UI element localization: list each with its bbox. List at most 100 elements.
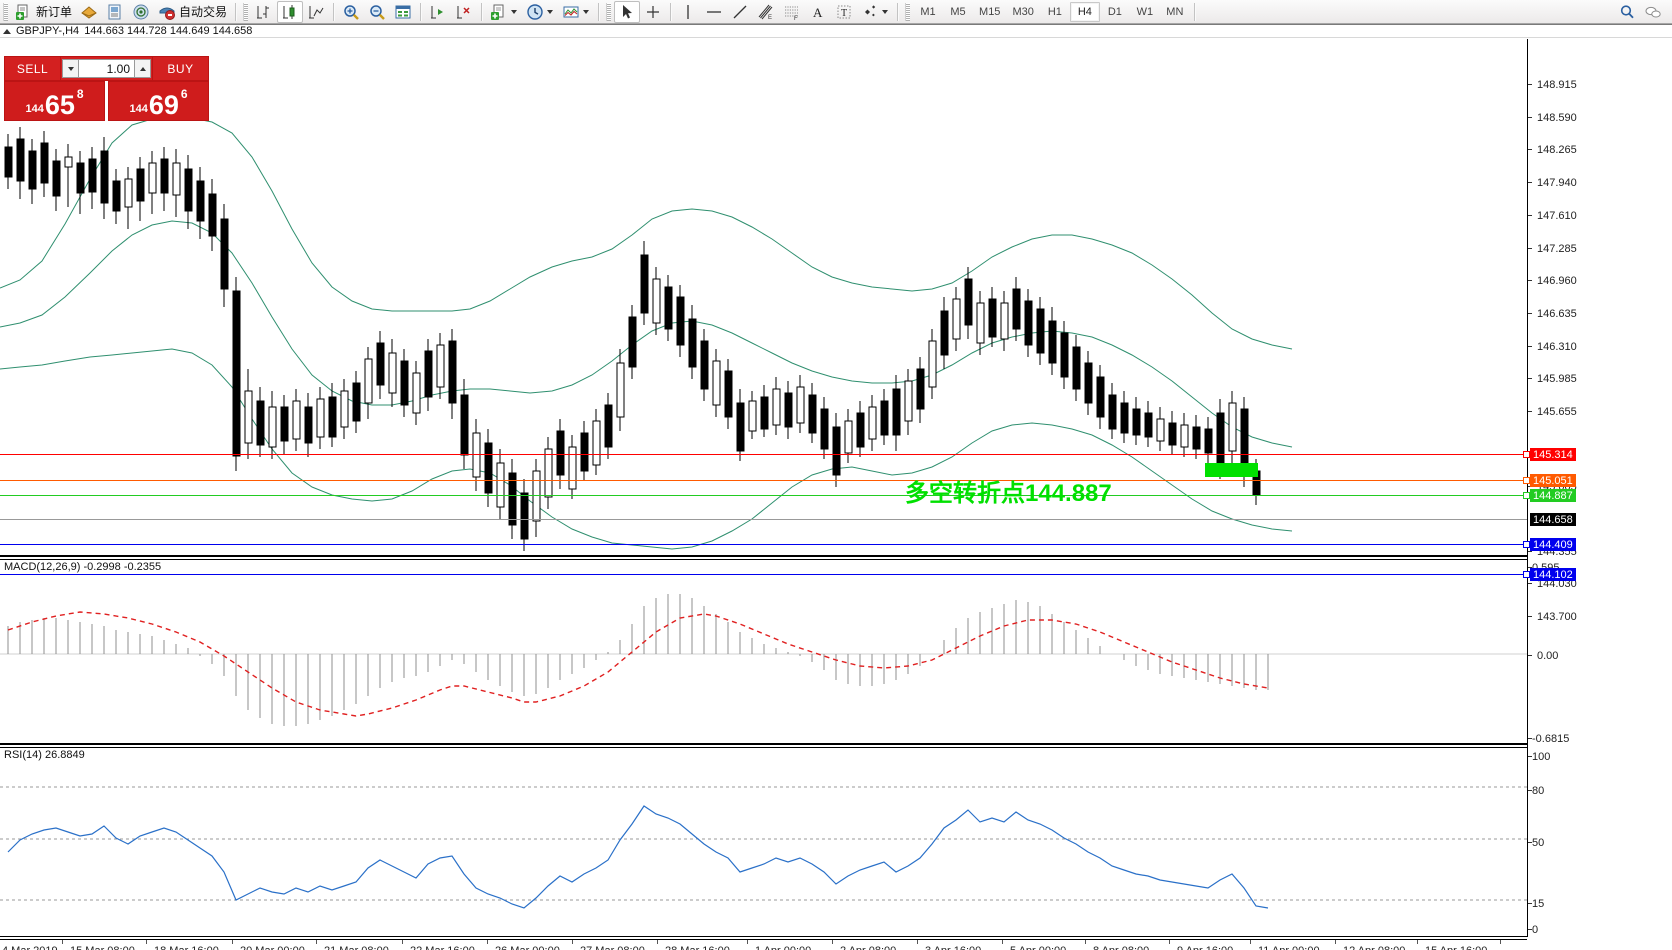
fibonacci-button[interactable]: F bbox=[779, 1, 805, 23]
indicators-button[interactable] bbox=[558, 1, 594, 23]
price-tag-orange[interactable]: 145.051 bbox=[1530, 474, 1576, 487]
time-axis-label: 27 Mar 08:00 bbox=[580, 945, 645, 950]
price-axis-tick: 147.285 bbox=[1528, 244, 1577, 255]
data-window-button[interactable] bbox=[390, 1, 416, 23]
chat-button[interactable] bbox=[1640, 1, 1666, 23]
timeframe-m30[interactable]: M30 bbox=[1012, 5, 1034, 18]
price-handle-resistance-red[interactable] bbox=[1523, 451, 1530, 458]
chart-plot-area[interactable]: 多空转折点144.887 SELL 1.00 bbox=[0, 39, 1672, 950]
time-axis-label: 21 Mar 08:00 bbox=[324, 945, 389, 950]
trendline-button[interactable] bbox=[727, 1, 753, 23]
price-tag-resistance-red[interactable]: 145.314 bbox=[1530, 448, 1576, 461]
crosshair-button[interactable] bbox=[640, 1, 666, 23]
volume-input[interactable]: 1.00 bbox=[79, 59, 134, 78]
price-line-resistance-red[interactable] bbox=[0, 454, 1527, 455]
timeframe-m5[interactable]: M5 bbox=[950, 5, 966, 18]
text-button[interactable]: A bbox=[805, 1, 831, 23]
metaeditor-button[interactable] bbox=[102, 1, 128, 23]
timeframe-d1[interactable]: D1 bbox=[1107, 5, 1122, 18]
time-axis-label: 3 Apr 16:00 bbox=[925, 945, 981, 950]
time-axis-label: 11 Apr 00:00 bbox=[1258, 945, 1320, 950]
toolbar-grip-3[interactable] bbox=[606, 2, 612, 21]
volume-increase-button[interactable] bbox=[134, 59, 151, 78]
shapes-button[interactable] bbox=[857, 1, 893, 23]
price-axis-tick: 145.005 bbox=[1528, 482, 1577, 493]
price-tag-pivot-green[interactable]: 144.887 bbox=[1530, 489, 1576, 502]
market-button[interactable]: 自动交易 bbox=[154, 1, 231, 23]
line-chart-button[interactable] bbox=[303, 1, 329, 23]
text-icon: A bbox=[809, 3, 827, 21]
timeframe-mn[interactable]: MN bbox=[1166, 5, 1184, 18]
one-click-trading-panel[interactable]: SELL 1.00 BUY bbox=[4, 56, 209, 121]
chart-collapse-icon[interactable] bbox=[3, 28, 11, 34]
timeframe-h4[interactable]: H4 bbox=[1069, 1, 1100, 22]
sell-button[interactable]: SELL bbox=[4, 56, 61, 81]
rsi-axis-tick: 100 bbox=[1528, 752, 1550, 763]
indicators-chevron-down-icon[interactable] bbox=[583, 8, 590, 15]
pivot-highlight-rectangle[interactable] bbox=[1205, 463, 1258, 477]
text-label-button[interactable]: T bbox=[831, 1, 857, 23]
candlestick-series bbox=[4, 127, 1261, 551]
shapes-chevron-down-icon[interactable] bbox=[882, 8, 889, 15]
toolbar-grip-4[interactable] bbox=[905, 2, 911, 21]
timeframe-m15[interactable]: M15 bbox=[979, 5, 1001, 18]
price-line-orange[interactable] bbox=[0, 480, 1527, 481]
templates-chevron-down-icon[interactable] bbox=[511, 8, 518, 15]
expert-advisors-button[interactable] bbox=[76, 1, 102, 23]
price-handle-orange[interactable] bbox=[1523, 477, 1530, 484]
timeframe-m1[interactable]: M1 bbox=[920, 5, 936, 18]
time-axis-label: 9 Apr 16:00 bbox=[1177, 945, 1233, 950]
search-button[interactable] bbox=[1614, 1, 1640, 23]
price-tag-support-blue-1[interactable]: 144.409 bbox=[1530, 538, 1576, 551]
zoom-out-button[interactable] bbox=[364, 1, 390, 23]
auto-scroll-button[interactable] bbox=[451, 1, 477, 23]
vertical-line-button[interactable] bbox=[675, 1, 701, 23]
one-click-price-row: 144 65 8 144 69 6 bbox=[4, 81, 209, 121]
sell-price-display[interactable]: 144 65 8 bbox=[4, 81, 105, 121]
zoom-in-button[interactable] bbox=[338, 1, 364, 23]
price-axis-tick: 143.700 bbox=[1528, 612, 1577, 623]
chart-window[interactable]: GBPJPY-,H4 144.663 144.728 144.649 144.6… bbox=[0, 24, 1672, 950]
chart-shift-button[interactable] bbox=[425, 1, 451, 23]
period-chevron-down-icon[interactable] bbox=[547, 8, 554, 15]
rsi-pane[interactable]: RSI(14) 26.8849 bbox=[0, 747, 1527, 937]
volume-dropdown-button[interactable] bbox=[62, 59, 79, 78]
price-handle-pivot-green[interactable] bbox=[1523, 492, 1530, 499]
toolbar-grip-2[interactable] bbox=[243, 2, 249, 21]
vertical-line-icon bbox=[679, 3, 697, 21]
new-order-button[interactable]: 新订单 bbox=[11, 1, 76, 23]
price-axis-tick: 144.030 bbox=[1528, 579, 1577, 590]
bar-chart-button[interactable] bbox=[251, 1, 277, 23]
equidistant-channel-button[interactable]: E bbox=[753, 1, 779, 23]
signals-button[interactable] bbox=[128, 1, 154, 23]
time-axis[interactable]: 4 Mar 2019 15 Mar 08:00 18 Mar 16:00 20 … bbox=[0, 939, 1527, 950]
price-handle-support-blue-1[interactable] bbox=[1523, 541, 1530, 548]
zoom-out-icon bbox=[368, 3, 386, 21]
cursor-button[interactable] bbox=[614, 0, 641, 23]
macd-pane[interactable]: MACD(12,26,9) -0.2998 -0.2355 bbox=[0, 559, 1527, 745]
timeframe-w1[interactable]: W1 bbox=[1136, 5, 1154, 18]
price-handle-support-blue-2[interactable] bbox=[1523, 571, 1530, 578]
autotrade-label: 自动交易 bbox=[179, 5, 228, 19]
price-line-support-blue-1[interactable] bbox=[0, 544, 1527, 545]
indicators-icon bbox=[562, 3, 580, 21]
period-separator-button[interactable] bbox=[522, 1, 558, 23]
chart-annotation-text[interactable]: 多空转折点144.887 bbox=[905, 480, 1112, 507]
price-axis[interactable]: 148.915 148.590 148.265 147.940 147.610 … bbox=[1523, 39, 1672, 937]
price-line-support-blue-2[interactable] bbox=[0, 574, 1527, 575]
timeframe-h1[interactable]: H1 bbox=[1047, 5, 1062, 18]
time-axis-label: 2 Apr 08:00 bbox=[840, 945, 896, 950]
macd-axis-tick: 0.00 bbox=[1528, 651, 1558, 662]
buy-price-display[interactable]: 144 69 6 bbox=[108, 81, 209, 121]
price-line-pivot-green[interactable] bbox=[0, 495, 1527, 496]
candlestick-chart-button[interactable] bbox=[277, 0, 304, 23]
toolbar-divider-5 bbox=[598, 2, 600, 21]
horizontal-line-button[interactable] bbox=[701, 1, 727, 23]
templates-button[interactable] bbox=[486, 1, 522, 23]
price-pane[interactable]: 多空转折点144.887 SELL 1.00 bbox=[0, 39, 1527, 575]
price-tag-support-blue-2[interactable]: 144.102 bbox=[1530, 568, 1576, 581]
volume-control[interactable]: 1.00 bbox=[61, 56, 152, 81]
chart-ohlc-values: 144.663 144.728 144.649 144.658 bbox=[84, 25, 253, 37]
buy-button[interactable]: BUY bbox=[152, 56, 209, 81]
toolbar-grip[interactable] bbox=[3, 2, 8, 21]
